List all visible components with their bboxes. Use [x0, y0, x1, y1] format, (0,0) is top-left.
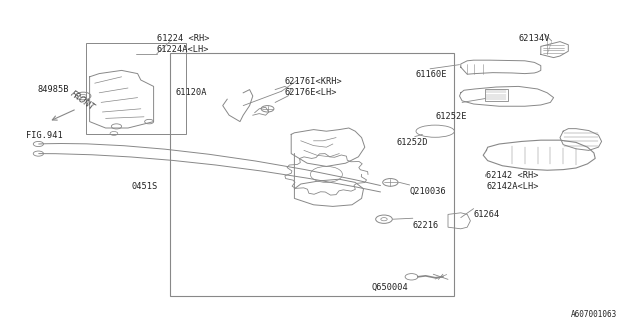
Text: 62216: 62216	[413, 221, 439, 230]
Text: FIG.941: FIG.941	[26, 131, 62, 140]
Text: 61264: 61264	[474, 210, 500, 219]
Text: 61160E: 61160E	[416, 70, 447, 79]
Text: Q650004: Q650004	[371, 283, 408, 292]
Bar	[170, 53, 454, 296]
Text: 84985B: 84985B	[37, 85, 68, 94]
Text: 62134V: 62134V	[518, 34, 550, 43]
Text: FRONT: FRONT	[69, 89, 97, 112]
Text: Q210036: Q210036	[410, 187, 446, 196]
Text: A607001063: A607001063	[572, 310, 618, 319]
Text: 61120A: 61120A	[176, 88, 207, 97]
Text: 61252E: 61252E	[435, 112, 467, 121]
Text: 61224 <RH>: 61224 <RH>	[157, 34, 209, 43]
Bar	[485, 89, 508, 101]
Text: 62142 <RH>: 62142 <RH>	[486, 171, 539, 180]
Text: 61224A<LH>: 61224A<LH>	[157, 45, 209, 54]
Text: 62176I<KRH>: 62176I<KRH>	[285, 77, 342, 86]
Bar	[86, 43, 186, 134]
Text: 62176E<LH>: 62176E<LH>	[285, 88, 337, 97]
Text: 61252D: 61252D	[397, 138, 428, 147]
Text: 0451S: 0451S	[131, 182, 157, 191]
Text: 62142A<LH>: 62142A<LH>	[486, 182, 539, 191]
